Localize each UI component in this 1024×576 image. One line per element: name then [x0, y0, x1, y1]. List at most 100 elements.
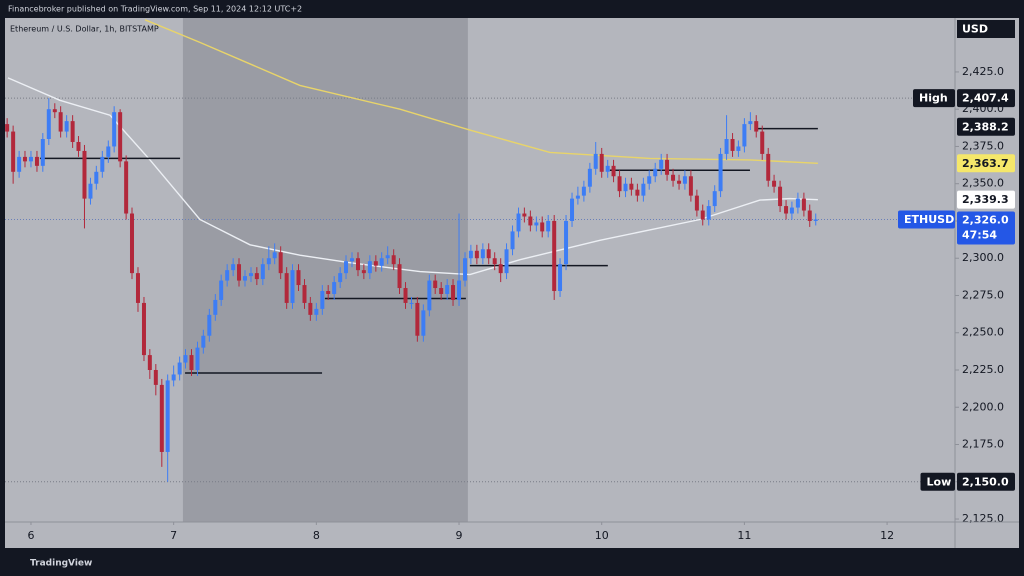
candle-body: [534, 222, 539, 226]
header: Financebroker published on TradingView.c…: [8, 5, 302, 14]
candle-body: [118, 112, 123, 162]
candle-body: [76, 141, 81, 151]
x-tick-label: 7: [170, 529, 177, 542]
candle-body: [427, 280, 432, 311]
candle-body: [593, 153, 598, 169]
candle-body: [599, 153, 604, 172]
candle-body: [492, 258, 497, 265]
candle-body: [706, 206, 711, 220]
candle-body: [207, 314, 212, 336]
candle-body: [314, 308, 319, 315]
candle-body: [237, 264, 242, 281]
price-label: 2,150.0: [962, 475, 1009, 488]
candle-body: [52, 109, 57, 113]
candle-body: [671, 174, 676, 181]
candle-body: [183, 355, 188, 363]
y-tick-label: 2,125.0: [962, 512, 1004, 525]
candle-body: [326, 291, 331, 294]
candle-body: [11, 131, 16, 172]
candle-body: [171, 374, 176, 381]
candle-body: [356, 258, 361, 271]
candle-body: [801, 198, 806, 211]
currency: USD: [962, 23, 988, 36]
candle-body: [724, 139, 729, 154]
y-tick-label: 2,425.0: [962, 65, 1004, 78]
moving-average: [144, 19, 818, 164]
candle-body: [474, 250, 479, 259]
candle-body: [82, 150, 87, 199]
candle-body: [266, 258, 271, 265]
price-label-box: [957, 154, 1015, 173]
candle-body: [391, 255, 396, 265]
price-label: 2,388.2: [962, 120, 1009, 133]
candle-body: [623, 183, 628, 192]
candle-body: [700, 210, 705, 220]
candle-body: [641, 183, 646, 196]
candle-body: [177, 362, 182, 375]
price-label-box: [957, 472, 1015, 491]
countdown: 47:54: [962, 228, 997, 241]
candle-body: [159, 384, 164, 452]
candle-body: [712, 191, 717, 207]
session-band: [182, 18, 468, 522]
candle-body: [629, 183, 634, 190]
x-tick-label: 8: [313, 529, 320, 542]
candle-body: [688, 176, 693, 196]
y-tick-label: 2,200.0: [962, 400, 1004, 413]
price-label-box: [957, 89, 1015, 108]
x-tick-label: 11: [737, 529, 751, 542]
chart-area: [5, 18, 1019, 548]
candle-body: [189, 355, 194, 370]
moving-average: [7, 77, 818, 276]
candle-body: [665, 159, 670, 175]
candle-body: [789, 207, 794, 214]
price-tag: High: [919, 92, 948, 105]
candle-body: [201, 335, 206, 348]
candle-body: [373, 261, 378, 266]
candle-body: [813, 219, 818, 221]
candle-body: [760, 131, 765, 154]
candle-body: [195, 347, 200, 370]
y-tick-label: 2,350.0: [962, 177, 1004, 190]
candle-body: [486, 249, 491, 259]
candle-body: [564, 220, 569, 265]
candle-body: [647, 176, 652, 184]
candle-body: [213, 299, 218, 315]
candle-body: [70, 121, 75, 142]
candle-body: [320, 291, 325, 309]
candle-body: [587, 168, 592, 187]
candle-body: [147, 355, 152, 370]
candle-body: [510, 231, 515, 250]
candle-body: [558, 264, 563, 292]
y-tick-label: 2,275.0: [962, 288, 1004, 301]
candle-body: [528, 216, 533, 226]
candle-body: [611, 165, 616, 177]
price-tag-box: [920, 472, 955, 491]
candle-body: [736, 146, 741, 151]
candle-body: [17, 156, 22, 172]
candle-body: [308, 302, 313, 315]
candle-body: [498, 264, 503, 274]
candle-body: [332, 282, 337, 294]
candle-body: [617, 176, 622, 192]
candle-body: [367, 261, 372, 274]
candle-body: [284, 273, 289, 303]
chart-title: Ethereum / U.S. Dollar, 1h, BITSTAMP: [10, 25, 159, 34]
candle-body: [124, 161, 129, 214]
candle-body: [248, 273, 253, 277]
price-label-box: [957, 211, 1015, 245]
candle-body: [653, 168, 658, 177]
candle-body: [165, 380, 170, 452]
candle-body: [46, 109, 51, 140]
candle-body: [403, 288, 408, 303]
candle-body: [379, 258, 384, 266]
candle-body: [219, 280, 224, 300]
candle-body: [397, 264, 402, 289]
candle-body: [94, 171, 99, 184]
price-label: 2,339.3: [962, 193, 1009, 206]
y-tick-label: 2,250.0: [962, 326, 1004, 339]
candle-body: [795, 198, 800, 208]
candle-body: [730, 139, 735, 151]
candle-body: [635, 189, 640, 196]
